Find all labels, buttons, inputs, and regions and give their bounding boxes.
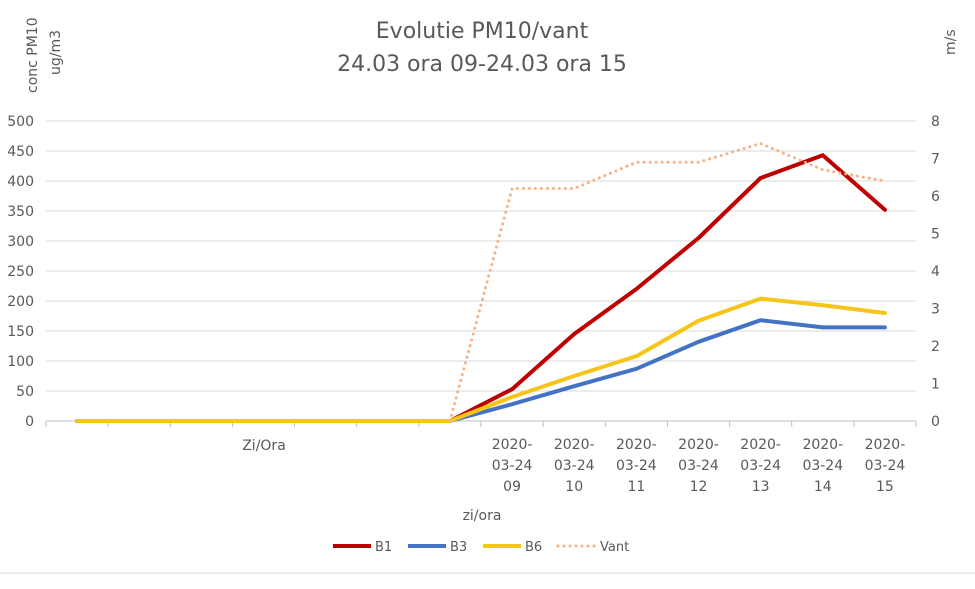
x-tick-label: 2020-03-24 09 (492, 437, 533, 495)
y-tick-label: 250 (7, 264, 34, 280)
y2-tick-label: 2 (931, 339, 940, 355)
y-axis-ticks: 0 50 100 150 200 250 300 350 400 450 500 (7, 114, 34, 430)
y2-axis-label: m/s (943, 29, 959, 55)
y-tick-label: 100 (7, 354, 34, 370)
y2-tick-label: 5 (931, 227, 940, 243)
y-tick-label: 500 (7, 114, 34, 130)
x-tick-label: 2020-03-24 12 (678, 437, 719, 495)
y2-tick-label: 8 (931, 114, 940, 130)
y2-tick-label: 6 (931, 189, 940, 205)
x-category-group-label: Zi/Ora (242, 438, 286, 454)
y2-tick-label: 0 (931, 414, 940, 430)
y2-tick-label: 7 (931, 152, 940, 168)
legend-label-b3: B3 (450, 540, 467, 555)
x-tick-label: 2020-03-24 11 (616, 437, 657, 495)
legend-label-b1: B1 (375, 540, 392, 555)
y-tick-label: 450 (7, 144, 34, 160)
y-tick-label: 150 (7, 324, 34, 340)
legend-label-vant: Vant (600, 540, 629, 555)
y-tick-label: 50 (16, 384, 34, 400)
y-tick-label: 200 (7, 294, 34, 310)
x-axis-ticks: 2020-03-24 09 2020-03-24 10 2020-03-24 11 2020… (45, 421, 917, 495)
legend-label-b6: B6 (525, 540, 542, 555)
legend: B1 B3 B6 Vant (333, 540, 629, 555)
series-line-vant (448, 142, 887, 423)
y2-tick-label: 3 (931, 302, 940, 318)
y2-tick-label: 1 (931, 377, 940, 393)
x-tick-label: 2020-03-24 15 (865, 437, 906, 495)
x-tick-label: 2020-03-24 14 (802, 437, 843, 495)
y-tick-label: 0 (25, 414, 34, 430)
series-line-b6 (75, 296, 887, 423)
y-axis-label: conc PM10 (25, 17, 41, 93)
x-axis-label: zi/ora (463, 508, 502, 524)
y2-tick-label: 4 (931, 264, 940, 280)
y-tick-label: 400 (7, 174, 34, 190)
series-lines (75, 142, 887, 423)
y-axis-unit: ug/m3 (48, 30, 64, 75)
y-tick-label: 300 (7, 234, 34, 250)
chart-title: Evolutie PM10/vant (376, 19, 589, 44)
y2-axis-ticks: 0 1 2 3 4 5 6 7 8 (931, 114, 940, 430)
x-tick-label: 2020-03-24 13 (740, 437, 781, 495)
x-tick-label: 2020-03-24 10 (554, 437, 595, 495)
chart-subtitle: 24.03 ora 09-24.03 ora 15 (337, 52, 627, 77)
y-tick-label: 350 (7, 204, 34, 220)
